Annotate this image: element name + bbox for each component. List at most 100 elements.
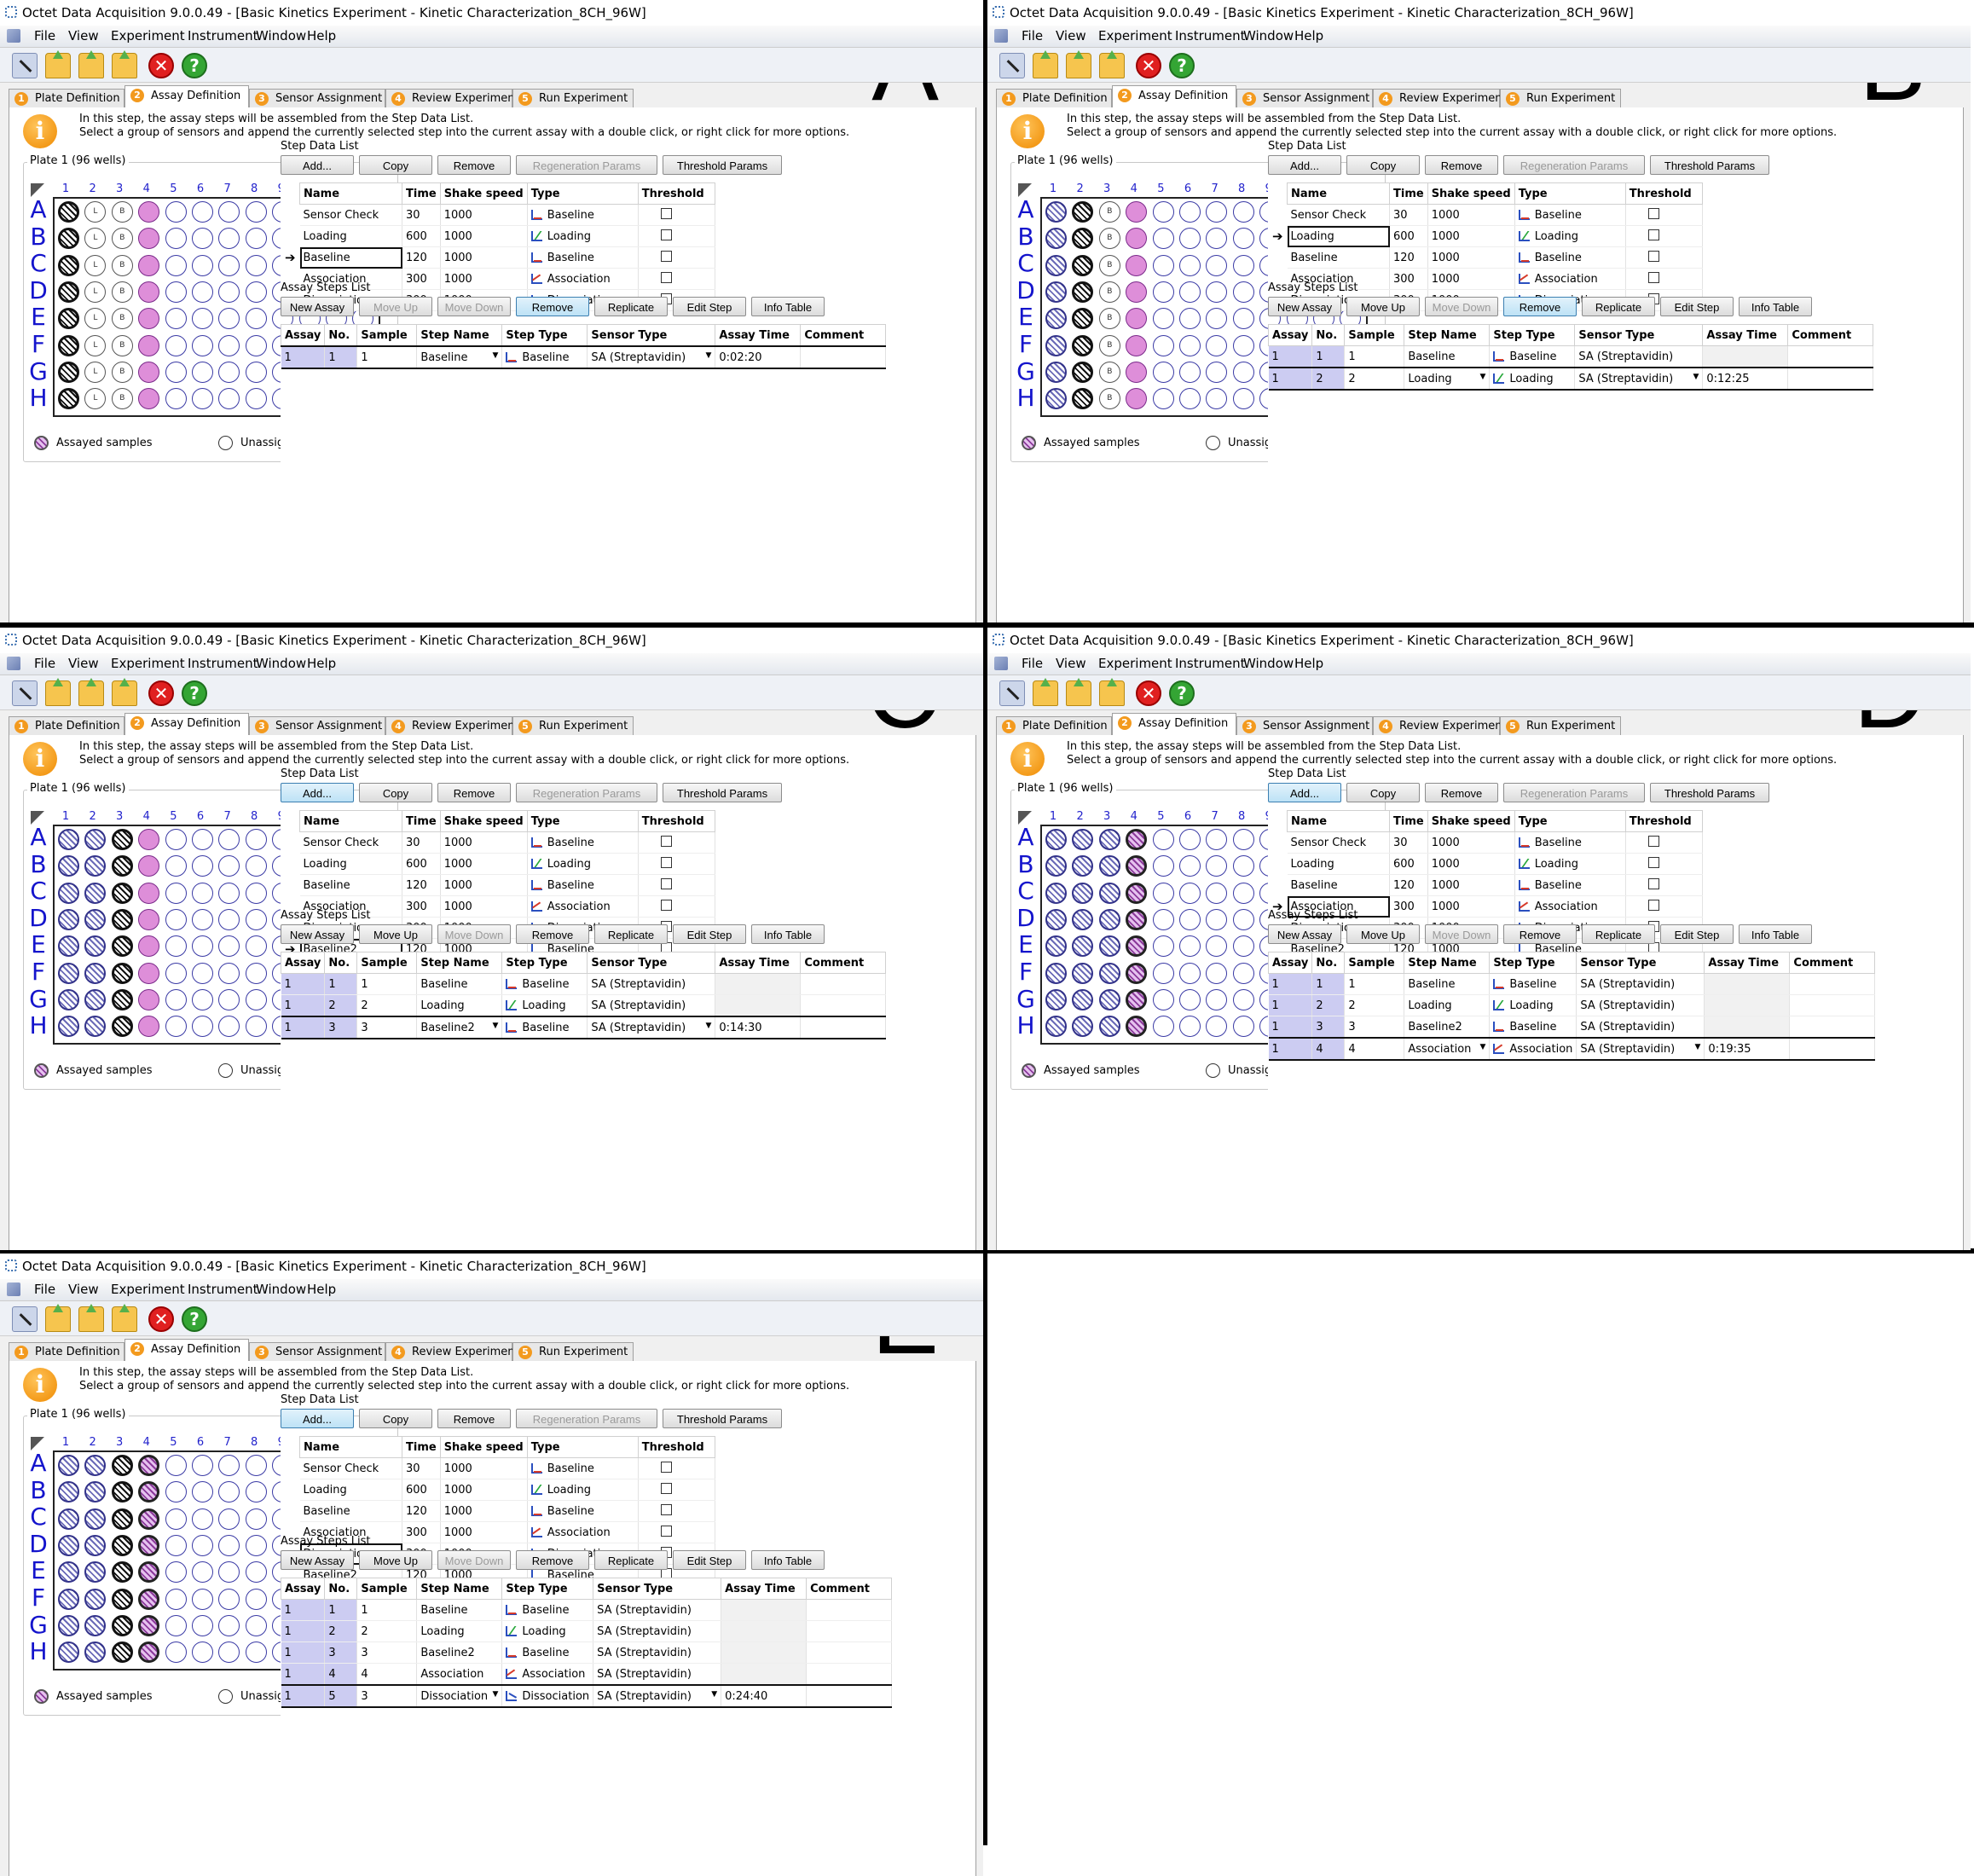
step-name-select[interactable]: Baseline [1404, 345, 1491, 368]
assay-col-sample[interactable]: Sample [356, 324, 418, 347]
well[interactable] [84, 855, 107, 877]
step-regeneration-params-button[interactable]: Regeneration Params [516, 783, 657, 802]
assay-col-assay-time[interactable]: Assay Time [1702, 324, 1789, 346]
plate-row-header[interactable]: C [30, 1503, 47, 1531]
well[interactable] [1072, 361, 1094, 383]
well[interactable]: B [1098, 228, 1120, 250]
assay-col-comment[interactable]: Comment [800, 952, 887, 974]
dropdown-arrow-icon[interactable]: ▼ [1479, 372, 1486, 381]
well[interactable]: B [111, 281, 133, 303]
well[interactable]: B [1098, 388, 1120, 410]
threshold-checkbox[interactable] [1647, 207, 1659, 219]
step-name[interactable]: Association [1287, 895, 1390, 918]
step-col-threshold[interactable]: Threshold [1624, 182, 1703, 205]
menu-file[interactable]: File [1022, 28, 1044, 43]
well[interactable] [165, 334, 187, 356]
well[interactable] [1072, 1016, 1094, 1038]
well[interactable]: L [84, 334, 107, 356]
step-row[interactable]: Baseline 120 1000 Baseline [1268, 246, 1703, 269]
tab-assay-definition[interactable]: 2 Assay Definition [124, 85, 249, 107]
menu-view[interactable]: View [1056, 656, 1086, 671]
well[interactable] [138, 1534, 160, 1556]
stop-icon[interactable]: ✕ [1136, 680, 1161, 706]
well[interactable] [165, 1534, 187, 1556]
well[interactable]: L [84, 201, 107, 223]
step-name[interactable]: Sensor Check [299, 1457, 402, 1479]
well[interactable] [58, 281, 79, 303]
threshold-checkbox[interactable] [660, 271, 672, 283]
well[interactable] [192, 1588, 213, 1610]
stop-icon[interactable]: ✕ [148, 53, 174, 78]
well[interactable] [84, 962, 107, 984]
well[interactable] [245, 1561, 267, 1584]
assay-col-comment[interactable]: Comment [1787, 324, 1874, 346]
menu-help[interactable]: Help [1294, 28, 1324, 43]
step-col-name[interactable]: Name [1287, 182, 1390, 205]
well[interactable] [1045, 228, 1067, 250]
menu-file[interactable]: File [34, 656, 56, 671]
step-col-time[interactable]: Time [402, 182, 441, 205]
well[interactable] [1232, 935, 1254, 958]
plate-column-header[interactable]: 4 [142, 1436, 150, 1449]
plate-row-header[interactable]: E [1018, 930, 1033, 959]
well[interactable] [138, 228, 160, 250]
well[interactable] [1126, 829, 1148, 850]
well[interactable] [245, 254, 267, 276]
menu-window[interactable]: Window [256, 28, 307, 43]
tab-review-experiment[interactable]: 4 Review Experiment [385, 89, 519, 107]
step-row[interactable]: Loading 600 1000 Loading [281, 853, 715, 875]
assay-step-row[interactable]: 1 1 1 Baseline Baseline SA (Streptavidin) [1268, 345, 1874, 368]
well[interactable] [245, 334, 267, 356]
well[interactable] [1072, 201, 1094, 223]
assay-step-row[interactable]: 1 3 3 Baseline2 Baseline SA (Streptavidin) [1268, 1016, 1876, 1039]
wizard-icon[interactable] [12, 53, 38, 78]
well[interactable] [165, 1588, 187, 1610]
well[interactable] [165, 1016, 187, 1038]
plate-row-header[interactable]: E [1018, 303, 1033, 332]
assay-col-comment[interactable]: Comment [800, 324, 887, 347]
plate-column-header[interactable]: 6 [196, 1436, 205, 1449]
well[interactable] [165, 829, 187, 850]
well[interactable] [245, 1534, 267, 1556]
dropdown-arrow-icon[interactable]: ▼ [705, 1021, 712, 1030]
plate-row-header[interactable]: G [29, 984, 48, 1013]
comment-cell[interactable] [800, 994, 887, 1017]
plate-row-header[interactable]: C [30, 249, 47, 278]
well[interactable] [192, 228, 213, 250]
well[interactable] [192, 388, 213, 410]
plate-column-header[interactable]: 2 [89, 810, 96, 823]
well[interactable] [111, 1455, 133, 1476]
well[interactable] [138, 334, 160, 356]
plate-column-header[interactable]: 3 [1103, 810, 1111, 823]
well[interactable] [245, 988, 267, 1010]
step-name[interactable]: Sensor Check [299, 204, 402, 226]
step-col-name[interactable]: Name [299, 182, 402, 205]
step-copy-button[interactable]: Copy [1346, 155, 1420, 175]
assay-col-step-type[interactable]: Step Type [501, 324, 588, 347]
well[interactable] [1045, 201, 1067, 223]
step-name-select[interactable]: Loading [1404, 994, 1491, 1016]
step-name[interactable]: Association [299, 895, 402, 918]
well[interactable] [165, 1481, 187, 1503]
plate-column-header[interactable]: 5 [170, 182, 177, 195]
wizard-icon[interactable] [999, 53, 1025, 78]
assay-step-row[interactable]: 1 1 1 Baseline Baseline SA (Streptavidin) [281, 1599, 893, 1621]
well[interactable] [1126, 308, 1148, 330]
well[interactable] [1126, 1016, 1148, 1038]
well[interactable] [138, 201, 160, 223]
plate-row-header[interactable]: H [1016, 1011, 1035, 1040]
well[interactable] [1126, 882, 1148, 904]
well[interactable] [1206, 201, 1228, 223]
system-menu-icon[interactable] [7, 29, 20, 43]
sensor-type-select[interactable]: SA (Streptavidin) [593, 1620, 722, 1642]
well[interactable] [165, 882, 187, 904]
step-col-threshold[interactable]: Threshold [637, 810, 715, 832]
help-icon[interactable]: ? [182, 680, 207, 706]
step-col-type[interactable]: Type [1514, 810, 1626, 832]
step-add-button[interactable]: Add... [281, 1409, 354, 1428]
well[interactable] [84, 1508, 107, 1530]
plate-row-header[interactable]: A [1017, 823, 1034, 851]
well[interactable] [245, 829, 267, 850]
well[interactable]: B [111, 201, 133, 223]
well[interactable] [1072, 228, 1094, 250]
